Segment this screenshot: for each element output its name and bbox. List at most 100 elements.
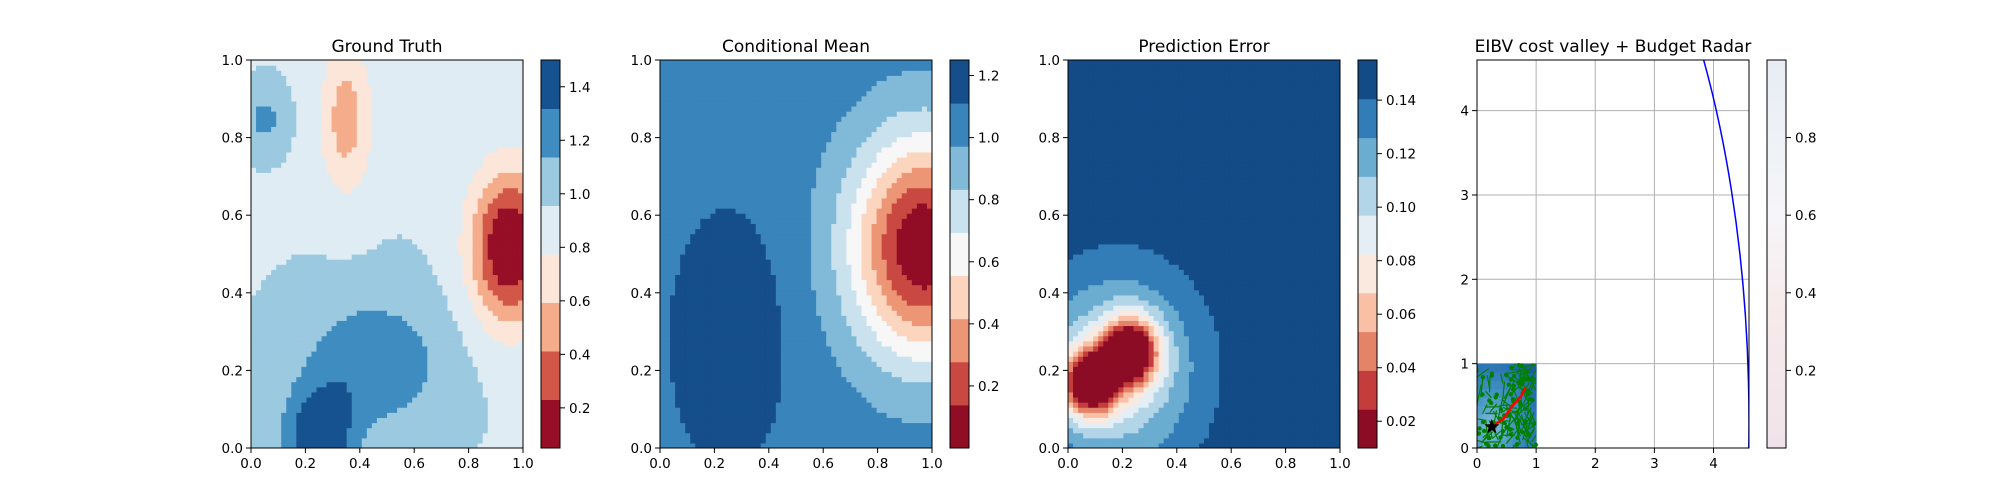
- colorbar-tick-label: 0.6: [569, 294, 590, 310]
- heatmap-cell: [457, 121, 464, 127]
- heatmap-cell: [346, 95, 353, 102]
- heatmap-cell: [286, 269, 292, 276]
- heatmap-cell: [311, 121, 318, 127]
- heatmap-cell: [371, 223, 378, 230]
- heatmap-cell: [705, 427, 711, 434]
- heatmap-cell: [321, 432, 328, 439]
- heatmap-cell: [341, 396, 348, 403]
- heatmap-cell: [402, 340, 408, 347]
- heatmap-cell: [376, 381, 383, 388]
- heatmap-cell: [502, 289, 509, 296]
- heatmap-cell: [710, 437, 717, 444]
- heatmap-cell: [705, 146, 711, 153]
- heatmap-cell: [356, 208, 363, 214]
- heatmap-cell: [695, 432, 701, 439]
- heatmap-cell: [271, 238, 277, 245]
- heatmap-cell: [351, 305, 358, 311]
- heatmap-cell: [492, 80, 499, 87]
- heatmap-cell: [356, 274, 363, 281]
- heatmap-cell: [487, 65, 494, 71]
- heatmap-cell: [685, 325, 691, 332]
- heatmap-cell: [695, 65, 701, 71]
- heatmap-cell: [422, 407, 428, 413]
- heatmap-cell: [502, 248, 509, 255]
- heatmap-cell: [341, 325, 348, 332]
- heatmap-cell: [695, 187, 701, 194]
- heatmap-cell: [447, 111, 454, 117]
- heatmap-cell: [366, 233, 373, 240]
- heatmap-cell: [351, 259, 358, 265]
- heatmap-cell: [412, 366, 418, 373]
- heatmap-cell: [457, 116, 464, 122]
- heatmap-cell: [251, 218, 257, 224]
- heatmap-cell: [392, 131, 398, 138]
- heatmap-cell: [680, 182, 686, 189]
- heatmap-cell: [351, 60, 358, 66]
- heatmap-cell: [291, 126, 297, 133]
- heatmap-cell: [412, 259, 418, 265]
- heatmap-cell: [266, 228, 272, 235]
- heatmap-cell: [366, 386, 373, 393]
- heatmap-cell: [427, 396, 433, 403]
- heatmap-cell: [705, 305, 711, 311]
- heatmap-cell: [366, 182, 373, 189]
- heatmap-cell: [487, 70, 494, 76]
- heatmap-cell: [311, 289, 318, 296]
- heatmap-cell: [291, 136, 297, 143]
- heatmap-cell: [276, 208, 282, 214]
- heatmap-cell: [695, 279, 701, 286]
- heatmap-cell: [371, 197, 378, 204]
- heatmap-cell: [675, 141, 681, 148]
- heatmap-cell: [670, 254, 676, 260]
- heatmap-cell: [447, 192, 454, 199]
- heatmap-cell: [472, 274, 479, 281]
- heatmap-cell: [710, 111, 717, 117]
- heatmap-cell: [442, 361, 449, 367]
- heatmap-cell: [447, 177, 454, 184]
- heatmap-cell: [261, 345, 267, 352]
- heatmap-cell: [261, 238, 267, 245]
- heatmap-cell: [311, 412, 318, 418]
- heatmap-cell: [502, 197, 509, 204]
- heatmap-cell: [266, 172, 272, 179]
- heatmap-cell: [341, 279, 348, 286]
- heatmap-cell: [331, 136, 338, 143]
- heatmap-cell: [397, 162, 403, 168]
- heatmap-cell: [376, 284, 383, 291]
- heatmap-cell: [402, 111, 408, 117]
- heatmap-cell: [422, 157, 428, 163]
- heatmap-cell: [472, 391, 479, 398]
- heatmap-cell: [497, 351, 504, 357]
- heatmap-cell: [407, 269, 413, 276]
- heatmap-cell: [321, 412, 328, 418]
- heatmap-cell: [452, 294, 459, 301]
- heatmap-cell: [487, 289, 494, 296]
- heatmap-cell: [271, 402, 277, 408]
- heatmap-cell: [336, 330, 343, 337]
- heatmap-cell: [482, 131, 489, 138]
- heatmap-cell: [331, 259, 338, 265]
- heatmap-cell: [366, 121, 373, 127]
- heatmap-cell: [512, 248, 519, 255]
- heatmap-cell: [387, 294, 393, 301]
- heatmap-cell: [457, 361, 464, 367]
- heatmap-cell: [316, 299, 323, 306]
- heatmap-cell: [462, 386, 469, 393]
- heatmap-cell: [392, 146, 398, 153]
- heatmap-cell: [437, 167, 444, 173]
- heatmap-cell: [670, 238, 676, 245]
- heatmap-cell: [472, 402, 479, 408]
- heatmap-cell: [392, 213, 398, 219]
- heatmap-cell: [705, 90, 711, 97]
- heatmap-cell: [665, 248, 671, 255]
- heatmap-cell: [417, 305, 423, 311]
- heatmap-cell: [427, 305, 433, 311]
- heatmap-cell: [705, 299, 711, 306]
- heatmap-cell: [366, 351, 373, 357]
- heatmap-cell: [331, 269, 338, 276]
- heatmap-cell: [376, 335, 383, 342]
- heatmap-cell: [366, 437, 373, 444]
- heatmap-cell: [256, 162, 262, 168]
- heatmap-cell: [437, 85, 444, 92]
- heatmap-cell: [482, 192, 489, 199]
